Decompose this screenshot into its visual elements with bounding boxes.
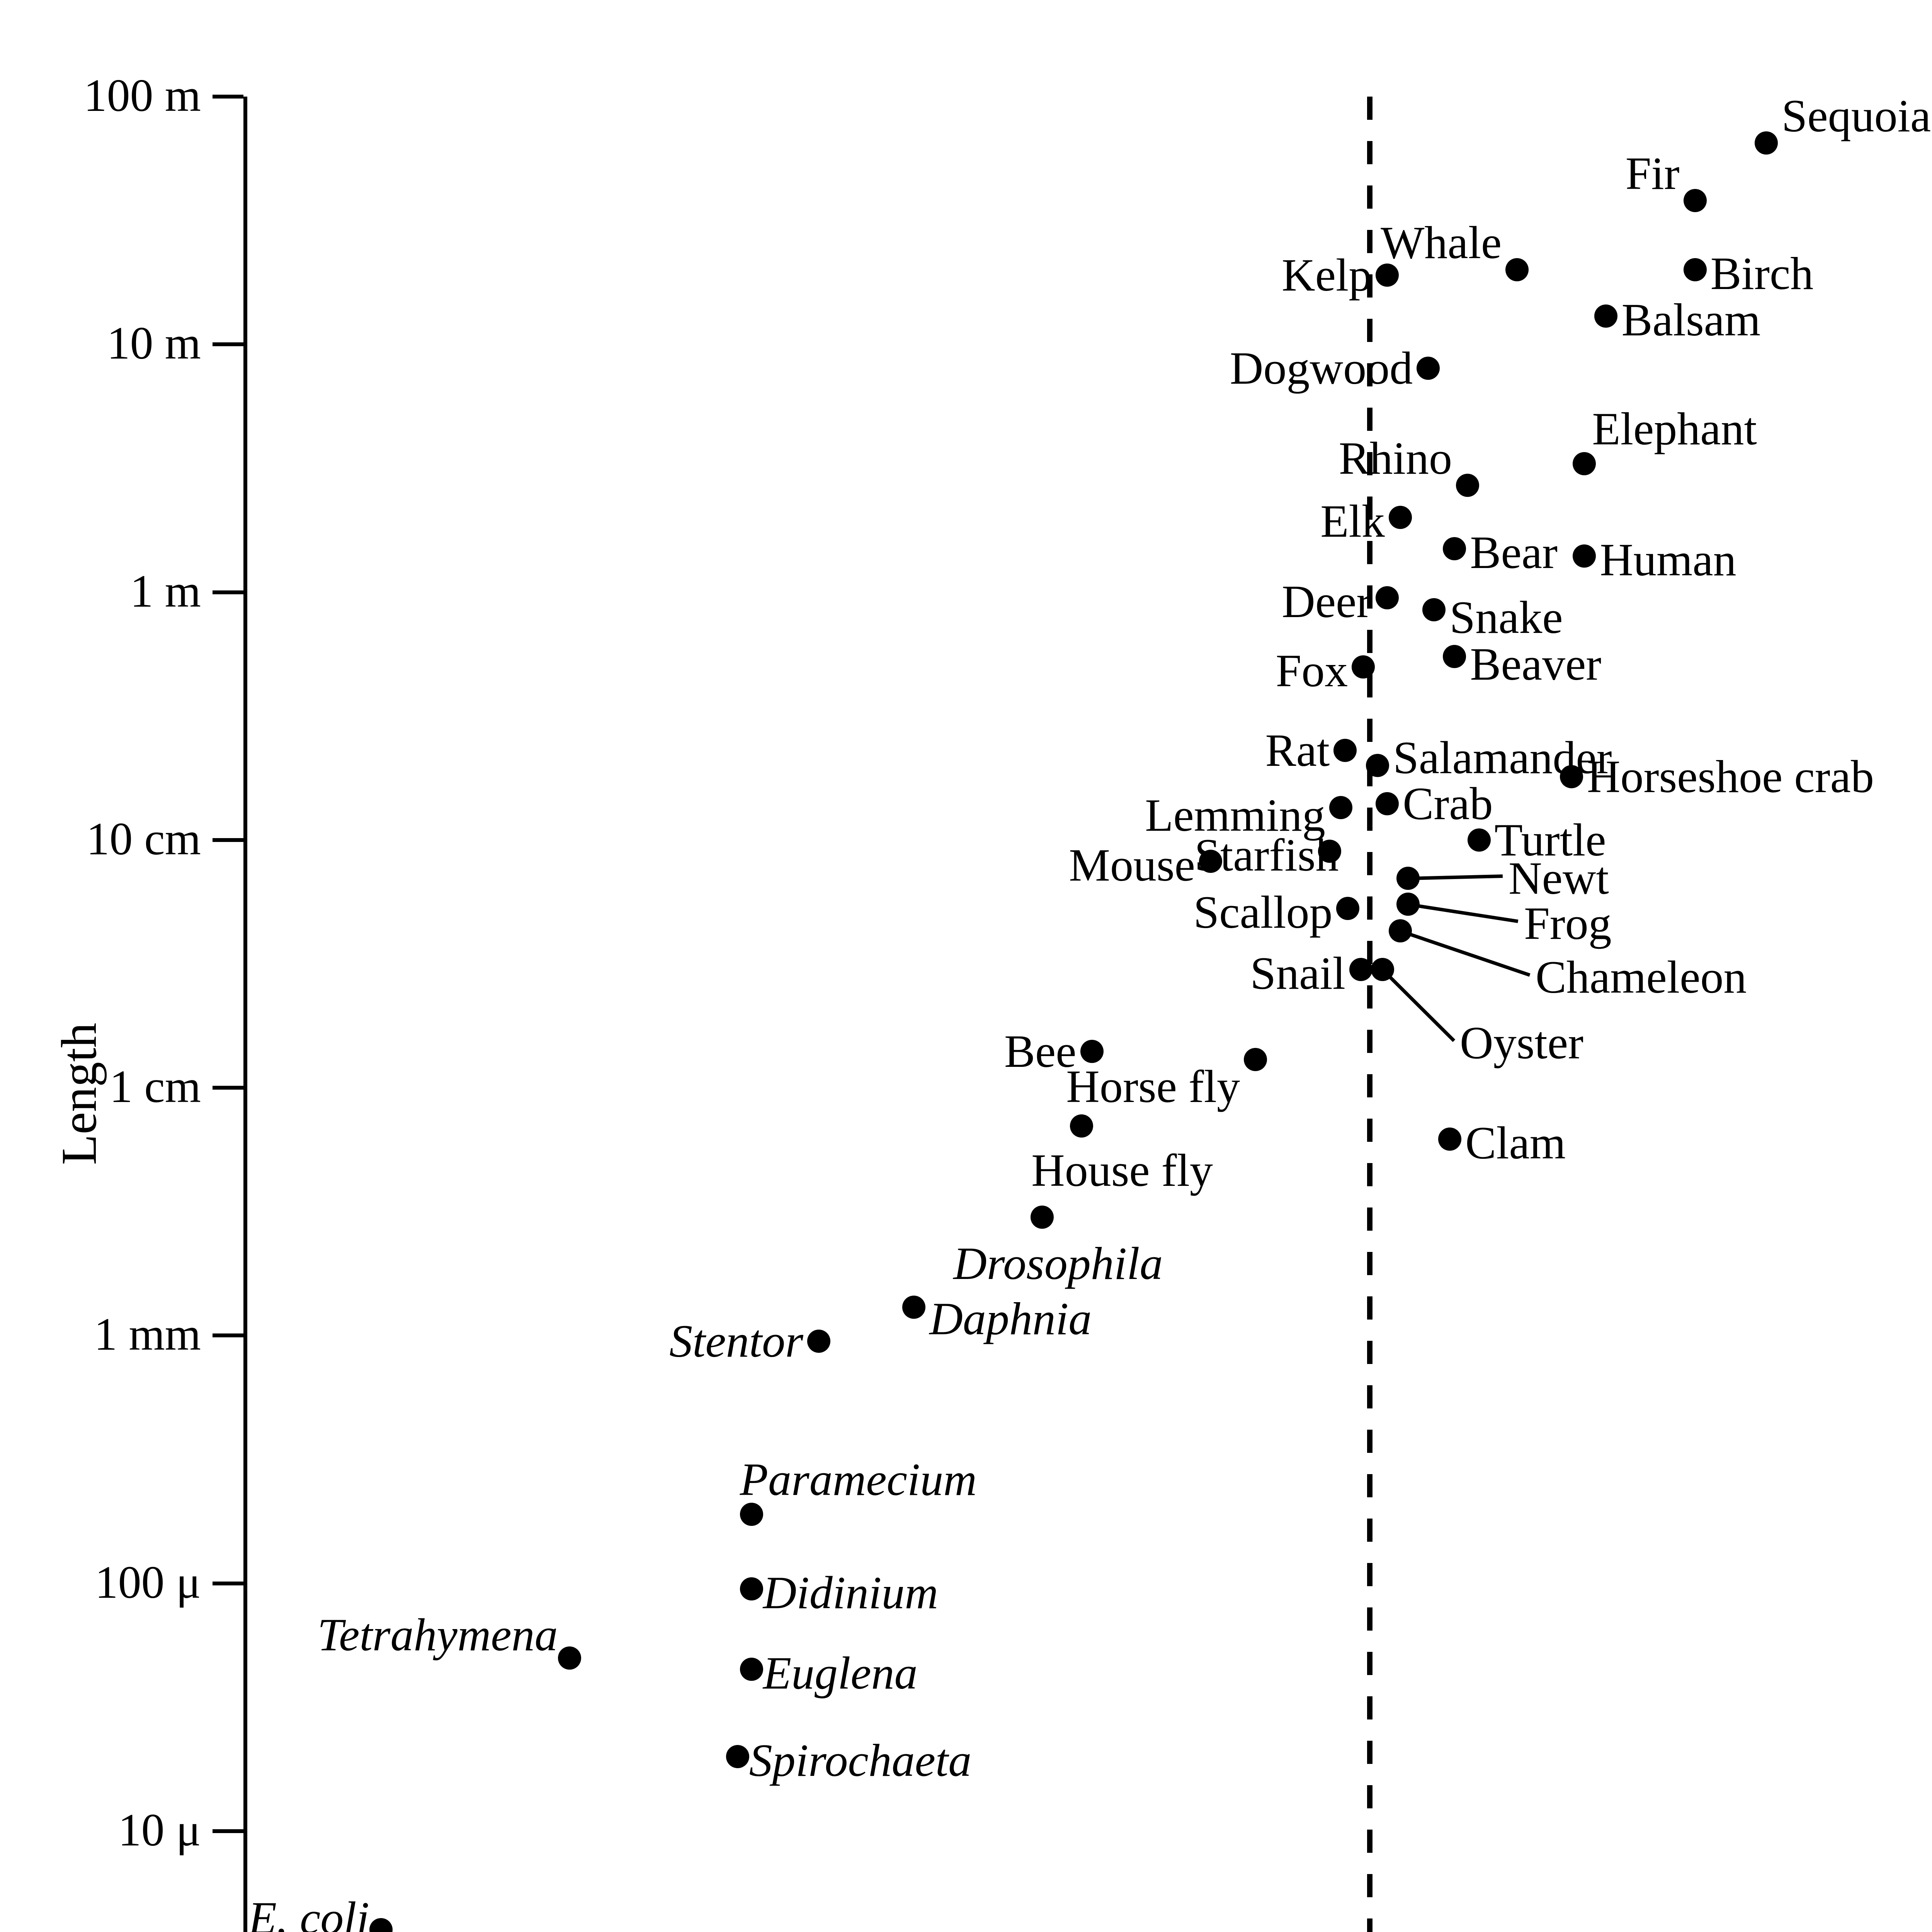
data-point [369,1918,393,1932]
leader-line [1408,903,1518,923]
data-point [1366,754,1389,777]
y-axis-title: Length [50,1023,108,1165]
y-tick [213,590,243,594]
data-point [1573,452,1596,475]
leader-line [1400,929,1530,977]
data-point-label: Euglena [763,1650,918,1696]
data-point [740,1577,763,1600]
data-point-label: Chameleon [1536,954,1747,1000]
data-point-label: Kelp [1282,252,1372,298]
data-point-label: Bear [1470,529,1558,576]
data-point [1422,598,1446,621]
data-point [1594,304,1617,328]
data-point [1755,131,1778,155]
data-point [1443,537,1466,560]
data-point [1468,828,1491,852]
data-point-label: Paramecium [740,1456,977,1503]
data-point [558,1646,581,1670]
data-point [1349,958,1372,981]
y-tick-label: 1 cm [109,1060,201,1113]
data-point [1376,586,1399,609]
y-tick [213,1829,243,1833]
data-point-label: Horseshoe crab [1587,753,1874,800]
y-tick-label: 10 cm [86,812,201,866]
data-point-label: E. coli [248,1895,369,1932]
data-point-label: Elephant [1592,406,1757,452]
data-point-label: Dogwood [1230,345,1413,391]
y-tick [213,838,243,842]
y-tick-label: 100 m [84,69,201,122]
y-tick [213,342,243,346]
data-point-label: Clam [1465,1120,1566,1166]
data-point-label: Deer [1282,578,1372,625]
data-point [1684,189,1707,212]
data-point-label: Fox [1276,648,1348,694]
data-point-label: Sequoia [1782,93,1931,139]
data-point [740,1658,763,1681]
data-point-label: Human [1600,537,1736,583]
data-point [1333,739,1357,762]
data-point [1443,645,1466,668]
data-point-label: Whale [1381,219,1502,266]
data-point [1684,258,1707,281]
data-point [902,1296,925,1319]
leader-line [1408,874,1503,880]
y-tick [213,1582,243,1585]
y-tick-label: 1 mm [94,1308,201,1361]
data-point-label: Daphnia [929,1296,1092,1342]
data-point-label: Mouse [1069,842,1195,888]
data-point [1031,1206,1054,1229]
scatter-chart: 1 μ10 μ100 μ1 mm1 cm10 cm1 m10 m100 m1 h… [0,0,1932,1932]
data-point [726,1745,749,1768]
data-point [740,1503,763,1526]
data-point [1417,357,1440,380]
data-point [1244,1048,1267,1071]
y-tick-label: 10 m [107,316,201,370]
y-tick [213,95,243,99]
data-point-label: Spirochaeta [749,1737,971,1784]
data-point-label: Birch [1711,250,1814,297]
data-point-label: Oyster [1460,1020,1583,1066]
data-point-label: Stentor [669,1318,803,1364]
data-point [807,1330,830,1353]
data-point-label: Crab [1403,781,1493,827]
data-point [1070,1114,1093,1138]
data-point-label: Balsam [1621,297,1760,343]
data-point-label: Rat [1265,727,1330,774]
data-point-label: Salamander [1393,735,1612,781]
data-point-label: Snail [1250,950,1345,997]
y-tick-label: 100 μ [95,1556,201,1609]
data-point [1505,258,1529,281]
data-point-label: Didinium [763,1570,938,1616]
data-point-label: Snake [1449,594,1563,641]
data-point-label: Tetrahymena [317,1612,558,1658]
data-point-label: Bee [1004,1028,1077,1075]
data-point-label: Turtle [1495,817,1606,863]
data-point-label: Drosophila [953,1240,1163,1287]
leader-line [1381,968,1455,1042]
data-point-label: Horse fly [1066,1063,1240,1110]
data-point-label: Lemming [1145,792,1325,838]
data-point-label: House fly [1031,1147,1213,1194]
data-point-label: Fir [1626,150,1680,197]
data-point [1336,897,1359,920]
data-point [1329,796,1352,819]
y-axis [243,97,247,1932]
y-tick [213,1333,243,1337]
data-point [1456,474,1479,497]
y-tick-label: 10 μ [118,1803,201,1857]
data-point [1389,506,1412,529]
data-point-label: Rhino [1339,435,1452,481]
data-point [1573,544,1596,568]
data-point [1438,1128,1461,1151]
data-point-label: Scallop [1194,889,1333,935]
y-tick [213,1086,243,1090]
data-point-label: Beaver [1470,641,1601,687]
data-point [1080,1040,1104,1063]
data-point [1376,792,1399,815]
data-point-label: Frog [1524,900,1612,947]
y-tick-label: 1 m [130,565,201,618]
data-point-label: Elk [1320,498,1385,544]
data-point [1352,655,1375,679]
